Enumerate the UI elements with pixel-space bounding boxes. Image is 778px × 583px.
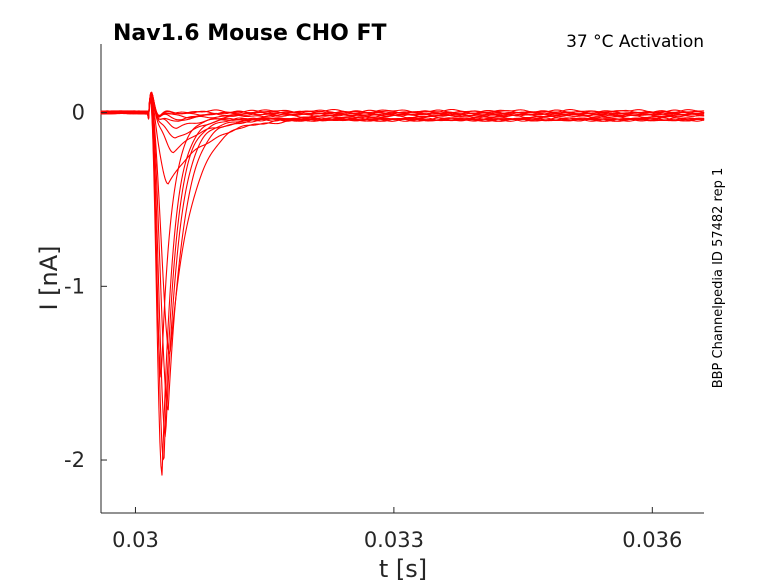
current-trace [100, 96, 705, 355]
current-trace [100, 99, 705, 476]
x-ticks-group: 0.03 0.033 0.036 [112, 507, 682, 552]
y-tick-label: 0 [72, 101, 85, 125]
y-ticks-group: 0 -1 -2 [64, 101, 107, 472]
current-trace [100, 94, 705, 411]
y-tick-label: -1 [64, 274, 85, 298]
chart-title: Nav1.6 Mouse CHO FT [113, 21, 387, 46]
plot-area: 0 -1 -2 0.03 0.033 0.036 [64, 44, 705, 552]
y-axis-label: I [nA] [35, 245, 63, 310]
current-trace [100, 92, 705, 122]
chart-subtitle: 37 °C Activation [566, 32, 704, 52]
x-axis-label: t [s] [379, 555, 427, 583]
current-trace [100, 98, 705, 378]
y-tick-label: -2 [64, 448, 85, 472]
x-tick-label: 0.03 [112, 528, 159, 552]
x-tick-label: 0.033 [364, 528, 424, 552]
channelpedia-id-note: BBP Channelpedia ID 57482 rep 1 [711, 168, 726, 389]
x-tick-label: 0.036 [622, 528, 682, 552]
traces-group [100, 91, 705, 476]
current-trace [100, 93, 705, 154]
current-trace [100, 92, 705, 121]
current-trace [100, 96, 705, 438]
current-trace [100, 94, 705, 185]
